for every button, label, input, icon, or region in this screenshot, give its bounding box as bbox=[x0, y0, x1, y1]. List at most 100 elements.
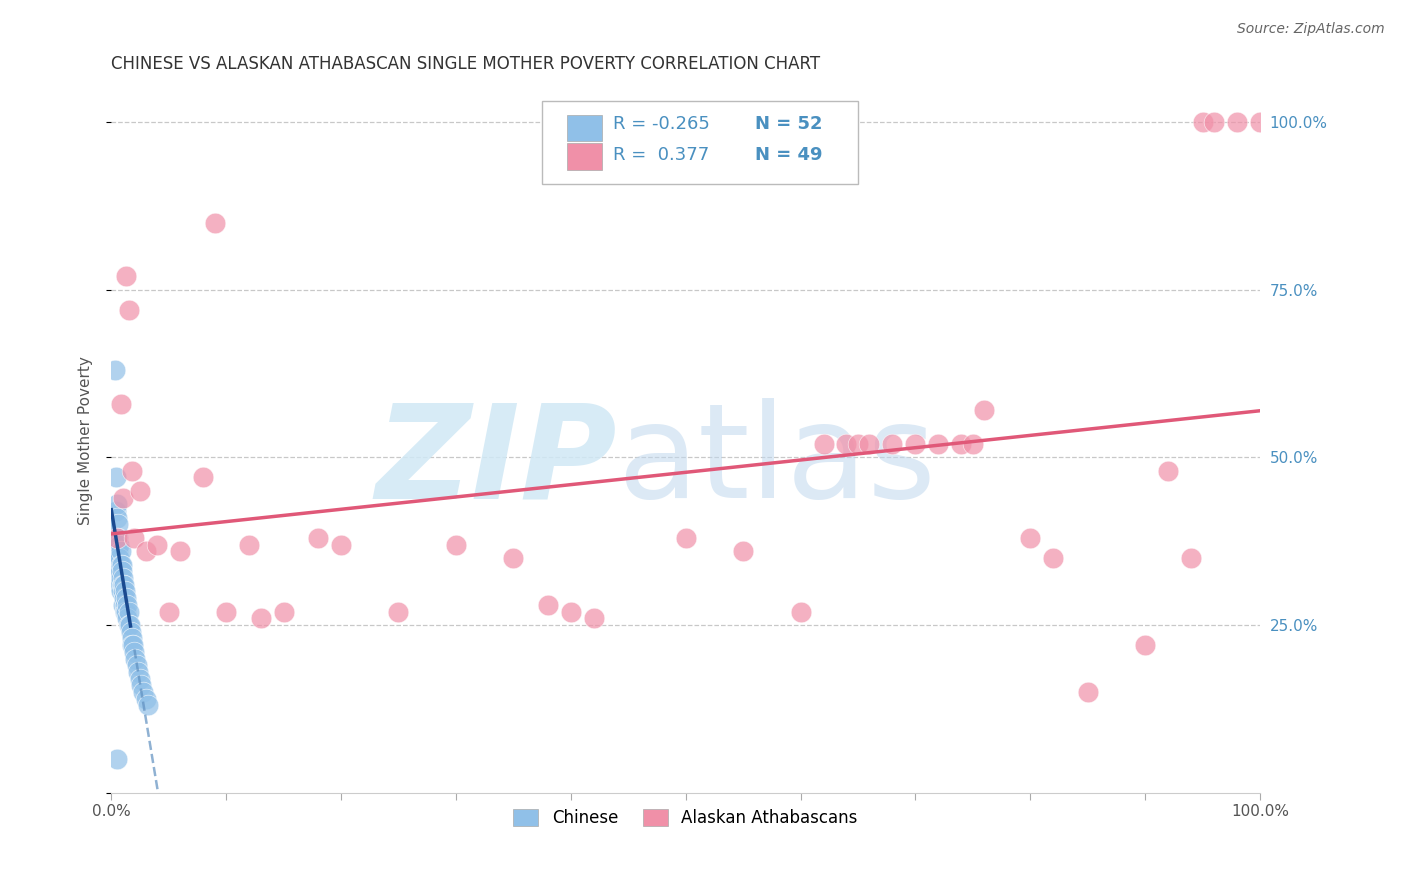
Text: R =  0.377: R = 0.377 bbox=[613, 146, 710, 164]
Point bbox=[107, 531, 129, 545]
Point bbox=[111, 578, 134, 592]
Point bbox=[1077, 685, 1099, 699]
Point bbox=[108, 551, 131, 566]
Point bbox=[387, 605, 409, 619]
Point bbox=[107, 544, 129, 558]
Point bbox=[114, 605, 136, 619]
Point bbox=[249, 611, 271, 625]
Point bbox=[129, 483, 152, 498]
Point bbox=[112, 578, 135, 592]
Point bbox=[107, 558, 129, 572]
Point bbox=[108, 565, 131, 579]
Point bbox=[582, 611, 605, 625]
Point bbox=[904, 437, 927, 451]
Point bbox=[1133, 638, 1156, 652]
Point bbox=[1157, 464, 1180, 478]
Point bbox=[193, 470, 215, 484]
Point bbox=[129, 672, 152, 686]
Point bbox=[132, 685, 155, 699]
Point bbox=[117, 611, 139, 625]
Point bbox=[104, 363, 127, 377]
Point bbox=[127, 665, 149, 679]
Point bbox=[111, 571, 134, 585]
Point bbox=[124, 651, 146, 665]
Point bbox=[204, 216, 226, 230]
Point bbox=[107, 517, 129, 532]
Text: Source: ZipAtlas.com: Source: ZipAtlas.com bbox=[1237, 22, 1385, 37]
Point bbox=[136, 698, 159, 713]
Legend: Chinese, Alaskan Athabascans: Chinese, Alaskan Athabascans bbox=[506, 802, 865, 834]
Point bbox=[122, 638, 145, 652]
Point bbox=[124, 531, 146, 545]
Point bbox=[135, 691, 157, 706]
Text: ZIP: ZIP bbox=[375, 398, 617, 525]
Point bbox=[112, 591, 135, 606]
Point bbox=[146, 537, 169, 551]
Point bbox=[110, 584, 132, 599]
Point bbox=[1019, 531, 1042, 545]
Point bbox=[973, 403, 995, 417]
Point bbox=[104, 504, 127, 518]
Point bbox=[135, 544, 157, 558]
Point bbox=[114, 584, 136, 599]
Point bbox=[238, 537, 260, 551]
Point bbox=[307, 531, 329, 545]
Text: CHINESE VS ALASKAN ATHABASCAN SINGLE MOTHER POVERTY CORRELATION CHART: CHINESE VS ALASKAN ATHABASCAN SINGLE MOT… bbox=[111, 55, 821, 73]
Point bbox=[1191, 115, 1213, 129]
Point bbox=[104, 470, 127, 484]
Point bbox=[105, 544, 128, 558]
Point bbox=[330, 537, 353, 551]
Point bbox=[882, 437, 904, 451]
Point bbox=[105, 510, 128, 524]
Point bbox=[117, 598, 139, 612]
Point bbox=[124, 645, 146, 659]
Point bbox=[215, 605, 238, 619]
Point bbox=[111, 598, 134, 612]
Point bbox=[169, 544, 191, 558]
Point bbox=[1042, 551, 1064, 566]
Point bbox=[115, 605, 138, 619]
Point bbox=[927, 437, 949, 451]
Point bbox=[121, 638, 143, 652]
Point bbox=[115, 591, 138, 606]
Point bbox=[115, 269, 138, 284]
Point bbox=[157, 605, 180, 619]
Point bbox=[560, 605, 582, 619]
Point bbox=[273, 605, 295, 619]
Point bbox=[111, 565, 134, 579]
Point bbox=[108, 537, 131, 551]
Text: R = -0.265: R = -0.265 bbox=[613, 115, 710, 134]
Text: N = 49: N = 49 bbox=[755, 146, 823, 164]
Point bbox=[962, 437, 984, 451]
Point bbox=[108, 578, 131, 592]
Point bbox=[1226, 115, 1249, 129]
Text: atlas: atlas bbox=[617, 398, 936, 525]
Point bbox=[125, 658, 148, 673]
Point bbox=[537, 598, 560, 612]
Point bbox=[1249, 115, 1271, 129]
Point bbox=[111, 584, 134, 599]
Point bbox=[1180, 551, 1202, 566]
Point bbox=[675, 531, 697, 545]
Point bbox=[733, 544, 755, 558]
Point bbox=[813, 437, 835, 451]
FancyBboxPatch shape bbox=[568, 115, 602, 142]
Point bbox=[121, 464, 143, 478]
Point bbox=[120, 624, 142, 639]
Point bbox=[444, 537, 467, 551]
Point bbox=[117, 618, 139, 632]
Point bbox=[117, 302, 139, 317]
Point bbox=[858, 437, 880, 451]
Y-axis label: Single Mother Poverty: Single Mother Poverty bbox=[79, 356, 93, 525]
Point bbox=[950, 437, 973, 451]
Point bbox=[118, 618, 141, 632]
Point bbox=[117, 605, 139, 619]
Point bbox=[846, 437, 869, 451]
Point bbox=[105, 752, 128, 766]
Point bbox=[105, 497, 128, 511]
Point bbox=[110, 558, 132, 572]
Point bbox=[1202, 115, 1225, 129]
Point bbox=[110, 397, 132, 411]
Point bbox=[105, 531, 128, 545]
Point bbox=[105, 531, 128, 545]
